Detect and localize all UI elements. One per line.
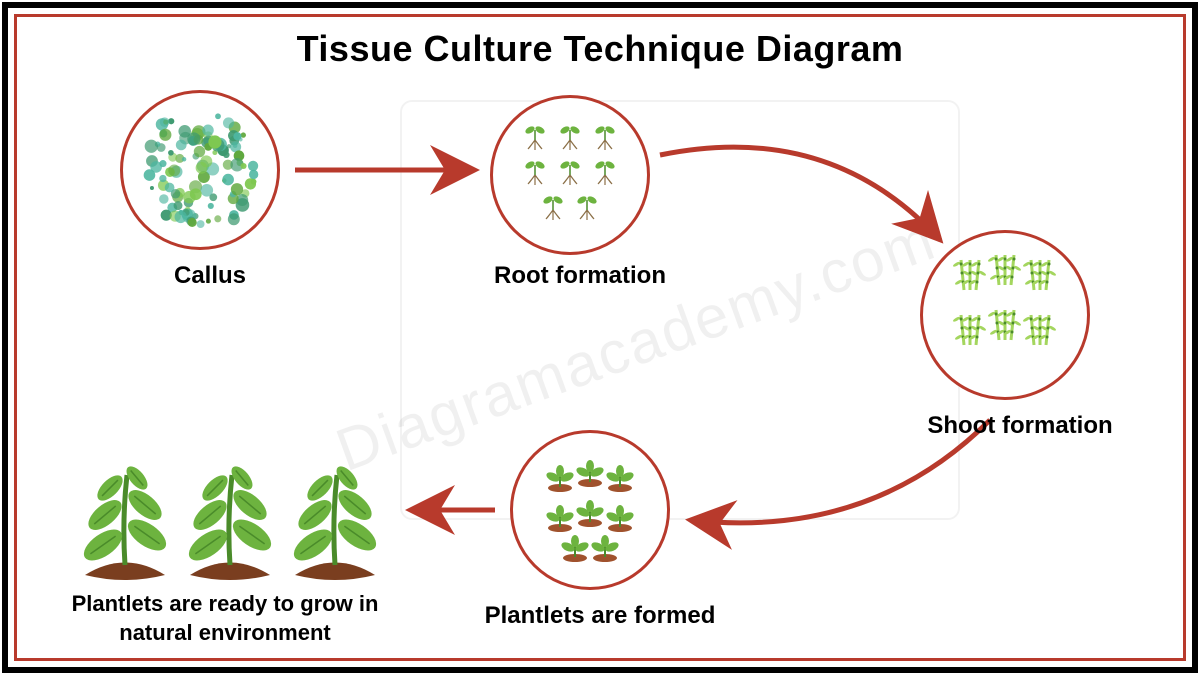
stage-plantlets-ready [60, 420, 400, 590]
label-plantlets-ready: Plantlets are ready to grow in natural e… [45, 590, 405, 647]
label-plantlets-formed: Plantlets are formed [470, 600, 730, 631]
stage-plantlets-formed [510, 430, 670, 590]
stage-shoot-formation [920, 230, 1090, 400]
shoot-formation-icon [925, 235, 1085, 395]
label-root-formation: Root formation [480, 260, 680, 291]
stage-root-formation [490, 95, 650, 255]
plantlets-formed-icon [515, 435, 665, 585]
plantlets-ready-icon [60, 420, 400, 590]
label-callus: Callus [150, 260, 270, 291]
label-shoot-formation: Shoot formation [920, 410, 1120, 441]
root-formation-icon [495, 100, 645, 250]
stage-callus [120, 90, 280, 250]
callus-icon [130, 100, 270, 240]
